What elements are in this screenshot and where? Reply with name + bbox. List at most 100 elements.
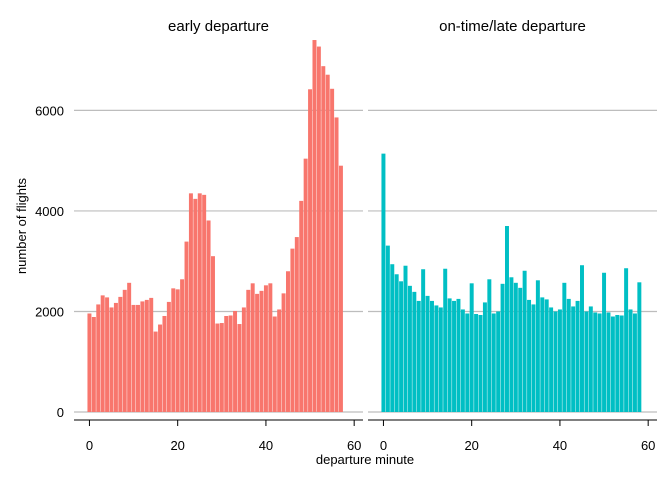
- bar: [487, 279, 492, 412]
- bar: [469, 283, 474, 412]
- bar: [593, 312, 598, 412]
- bar: [491, 313, 496, 412]
- bar: [131, 304, 136, 412]
- bar: [381, 153, 386, 412]
- bar: [478, 314, 483, 412]
- x-tick-label: 40: [553, 438, 567, 453]
- bar: [496, 311, 501, 412]
- bar: [175, 289, 180, 412]
- bar: [105, 297, 110, 412]
- bar: [188, 193, 193, 412]
- bar: [286, 271, 290, 412]
- bar: [500, 283, 505, 412]
- x-tick-label: 0: [86, 438, 93, 453]
- bar: [429, 300, 434, 412]
- bar: [237, 324, 242, 412]
- x-tick-label: 0: [380, 438, 387, 453]
- bar: [571, 306, 576, 412]
- bar: [144, 299, 149, 412]
- bar: [544, 299, 549, 412]
- x-tick-label: 40: [259, 438, 273, 453]
- bar: [535, 280, 540, 412]
- bar: [456, 298, 461, 412]
- bar: [118, 296, 123, 412]
- panel-early-departure: early departure 0 20 40 60: [74, 18, 363, 453]
- bar: [518, 287, 523, 412]
- bar: [460, 309, 465, 412]
- bar: [385, 245, 390, 412]
- bar: [316, 46, 321, 412]
- bar: [246, 289, 251, 412]
- bar: [588, 306, 593, 412]
- bar: [584, 311, 589, 412]
- bar: [602, 272, 607, 412]
- bar: [127, 282, 132, 412]
- bar: [180, 279, 185, 412]
- bar: [549, 307, 554, 412]
- bar: [272, 316, 277, 412]
- bar: [294, 237, 299, 412]
- bar: [281, 293, 286, 412]
- bar: [321, 66, 326, 412]
- bar: [562, 282, 567, 412]
- bar: [557, 309, 562, 412]
- bar: [619, 315, 624, 412]
- bar: [290, 248, 295, 412]
- bar: [465, 313, 470, 412]
- bar: [113, 302, 118, 412]
- bar: [224, 315, 229, 412]
- bar: [215, 323, 220, 412]
- bar: [452, 300, 457, 412]
- y-tick-label: 2000: [35, 304, 64, 319]
- y-axis: 0 2000 4000 6000: [35, 103, 64, 420]
- bar: [509, 277, 514, 412]
- bar: [96, 304, 101, 412]
- bar: [149, 297, 154, 412]
- bar: [615, 314, 620, 412]
- bar: [228, 315, 233, 412]
- bar: [334, 117, 339, 413]
- bar: [268, 283, 273, 412]
- bar: [219, 323, 224, 412]
- bar: [553, 311, 558, 412]
- bar: [399, 281, 404, 412]
- x-axis-title: departure minute: [316, 452, 414, 467]
- bar: [135, 304, 140, 412]
- bar: [606, 312, 611, 412]
- bar: [263, 285, 268, 412]
- bar: [312, 40, 317, 412]
- bar: [166, 301, 171, 412]
- bar: [540, 297, 545, 412]
- y-tick-label: 4000: [35, 204, 64, 219]
- bar: [255, 293, 260, 412]
- bar: [330, 88, 335, 412]
- bar: [390, 264, 395, 412]
- bar: [122, 289, 127, 412]
- bar: [513, 282, 518, 412]
- bar: [412, 291, 417, 412]
- bar: [158, 324, 163, 412]
- y-axis-title: number of flights: [14, 177, 29, 274]
- bar: [140, 301, 145, 412]
- bar: [184, 241, 189, 412]
- bar: [206, 220, 211, 412]
- bar: [100, 295, 105, 412]
- bar: [250, 283, 255, 412]
- panel-title-on-time-late-departure: on-time/late departure: [439, 18, 586, 35]
- bar: [241, 307, 246, 412]
- bar: [394, 274, 399, 412]
- bar: [91, 316, 96, 412]
- bar: [425, 295, 430, 412]
- y-tick-label: 6000: [35, 103, 64, 118]
- bar: [566, 298, 571, 412]
- bar: [202, 194, 207, 412]
- bar: [527, 299, 532, 412]
- bar: [153, 331, 158, 412]
- bar: [522, 270, 527, 412]
- bar: [303, 158, 308, 412]
- bar: [403, 265, 408, 412]
- bar: [482, 302, 487, 412]
- x-tick-label: 60: [641, 438, 655, 453]
- bar: [531, 304, 536, 412]
